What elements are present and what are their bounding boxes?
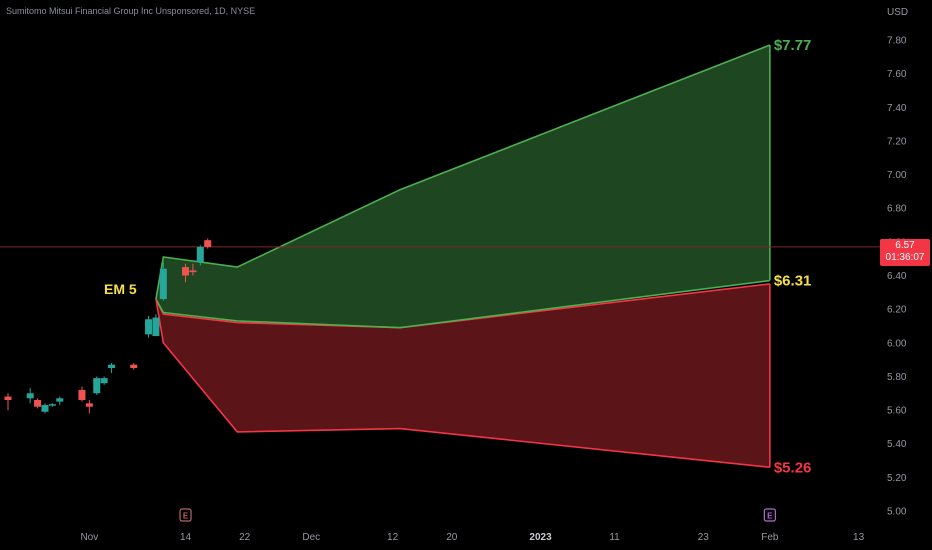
y-tick-label: 5.80	[887, 372, 907, 383]
y-tick-label: 7.60	[887, 69, 907, 80]
candle-body[interactable]	[130, 364, 138, 369]
upper-target-label: $7.77	[774, 37, 812, 54]
earnings-marker[interactable]	[763, 508, 776, 522]
x-tick-label: 14	[180, 532, 192, 543]
x-tick-label: 11	[609, 532, 620, 543]
candle-body[interactable]	[108, 364, 116, 369]
candle-body[interactable]	[4, 396, 12, 400]
lower-band-line	[155, 298, 770, 469]
candle-body[interactable]	[26, 393, 34, 399]
candle-body[interactable]	[145, 319, 153, 335]
x-tick-label: Dec	[302, 532, 320, 543]
y-tick-label: 5.60	[887, 406, 907, 417]
currency-label: USD	[887, 7, 908, 18]
y-axis: USD7.807.607.407.207.006.806.606.406.206…	[887, 7, 908, 518]
x-axis: Nov 14 22 Dec 12 20 2023 11 23 Feb 13	[80, 532, 864, 543]
earnings-marker-label: E	[183, 512, 189, 521]
candle-body[interactable]	[159, 268, 167, 300]
y-tick-label: 7.20	[887, 136, 907, 147]
candles	[4, 238, 212, 414]
x-tick-label: Feb	[761, 532, 779, 543]
earnings-marker-label: E	[767, 512, 773, 521]
x-tick-label: 20	[446, 532, 458, 543]
mid-upper-line	[155, 279, 770, 329]
candle-body[interactable]	[34, 399, 42, 407]
y-tick-label: 6.20	[887, 305, 907, 316]
candle-body[interactable]	[48, 404, 56, 406]
bar-countdown: 01:36:07	[885, 251, 925, 263]
x-tick-label: 12	[387, 532, 399, 543]
candle-body[interactable]	[152, 317, 160, 337]
expected-move-bands	[155, 44, 771, 469]
y-tick-label: 7.80	[887, 36, 907, 47]
current-price-value: 6.57	[895, 239, 915, 251]
candle-body[interactable]	[189, 270, 197, 273]
x-tick-label: 2023	[529, 532, 552, 543]
y-tick-label: 5.20	[887, 473, 907, 484]
lower-target-label: $5.26	[774, 459, 812, 476]
y-tick-label: 6.80	[887, 204, 907, 215]
y-tick-label: 6.40	[887, 271, 907, 282]
candle-body[interactable]	[204, 240, 212, 247]
mid-target-label: $6.31	[774, 273, 812, 290]
candle-body[interactable]	[196, 246, 204, 263]
y-tick-label: 7.00	[887, 170, 907, 181]
candle-body[interactable]	[100, 378, 108, 384]
y-tick-label: 5.00	[887, 507, 907, 518]
band-labels: $7.77 $6.31 $5.26 EM 5	[104, 37, 811, 476]
x-tick-label: 13	[853, 532, 865, 543]
y-tick-label: 6.00	[887, 338, 907, 349]
candle-body[interactable]	[93, 378, 101, 394]
candle-body[interactable]	[182, 267, 190, 276]
x-tick-label: Nov	[80, 532, 98, 543]
chart-title: Sumitomo Mitsui Financial Group Inc Unsp…	[6, 6, 256, 16]
y-tick-label: 7.40	[887, 103, 907, 114]
candle-body[interactable]	[85, 403, 93, 407]
upper-band-area	[155, 45, 770, 328]
x-tick-label: 22	[239, 532, 251, 543]
candle-body[interactable]	[56, 398, 64, 402]
x-tick-label: 23	[698, 532, 710, 543]
candle-body[interactable]	[78, 389, 86, 400]
earnings-marker[interactable]	[179, 508, 192, 522]
y-tick-label: 5.40	[887, 439, 907, 450]
em-label: EM 5	[104, 281, 137, 297]
lower-band-area	[155, 283, 770, 468]
current-price-tag: 6.57 01:36:07	[880, 238, 930, 266]
candle-body[interactable]	[41, 405, 49, 412]
